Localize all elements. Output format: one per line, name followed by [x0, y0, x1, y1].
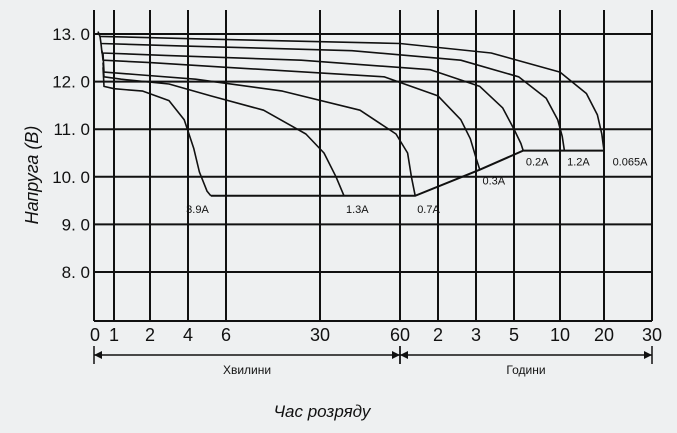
x-tick-label-1: 1: [109, 325, 119, 345]
y-axis-label: Напруга (В): [22, 126, 42, 225]
series-line-3.9A: [102, 67, 212, 197]
series-line-0.7A: [102, 52, 416, 196]
x-tick-label-11: 20: [594, 325, 614, 345]
curve-label-1.2A: 1.2A: [567, 157, 590, 169]
series-line-1.2A: [99, 36, 566, 151]
x-tick-label-12: 30: [642, 325, 662, 345]
y-tick-label-1: 12. 0: [52, 73, 90, 92]
series-line-0.2A: [100, 43, 524, 151]
series-line-1.3A: [102, 62, 345, 197]
x-axis-label: Час розряду: [274, 402, 372, 421]
section-label-0: Хвилини: [223, 363, 271, 377]
x-tick-label-10: 10: [550, 325, 570, 345]
x-tick-label-2: 2: [145, 325, 155, 345]
curve-label-0.065A: 0.065A: [613, 157, 649, 169]
section-label-1: Години: [506, 363, 545, 377]
y-tick-label-4: 9. 0: [62, 215, 90, 234]
x-tick-label-8: 3: [471, 325, 481, 345]
x-tick-label-7: 2: [433, 325, 443, 345]
curve-label-0.2A: 0.2A: [526, 157, 549, 169]
x-tick-label-9: 5: [509, 325, 519, 345]
y-tick-label-3: 10. 0: [52, 168, 90, 187]
series-group: [97, 31, 605, 197]
curve-label-1.3A: 1.3A: [346, 204, 369, 216]
series-line-0.065A: [97, 31, 605, 151]
x-tick-label-3: 4: [183, 325, 193, 345]
section-arrow-right-0: [392, 351, 400, 359]
x-tick-label-6: 60: [390, 325, 410, 345]
section-arrow-right-1: [644, 351, 652, 359]
curve-label-0.7A: 0.7A: [417, 204, 440, 216]
cutoff-line: [210, 149, 604, 197]
x-tick-label-4: 6: [221, 325, 231, 345]
curve-label-3.9A: 3.9A: [186, 204, 209, 216]
y-tick-label-2: 11. 0: [53, 120, 90, 139]
x-tick-labels: 0 1 2 4 6 30 60 2 3 5 10 20 30: [90, 325, 662, 345]
time-section-brackets: Хвилини Години: [93, 346, 653, 377]
curve-labels: 3.9A 1.3A 0.7A 0.3A 0.2A 1.2A 0.065A: [186, 157, 648, 216]
section-arrow-left-0: [94, 351, 102, 359]
y-tick-label-5: 8. 0: [62, 263, 90, 282]
series-line-0.3A: [101, 50, 481, 170]
x-tick-label-5: 30: [310, 325, 330, 345]
curve-label-0.3A: 0.3A: [482, 176, 505, 188]
section-arrow-left-1: [400, 351, 408, 359]
y-tick-label-0: 13. 0: [52, 25, 90, 44]
x-tick-label-0: 0: [90, 325, 100, 345]
y-tick-labels: 13. 0 12. 0 11. 0 10. 0 9. 0 8. 0: [52, 25, 90, 282]
